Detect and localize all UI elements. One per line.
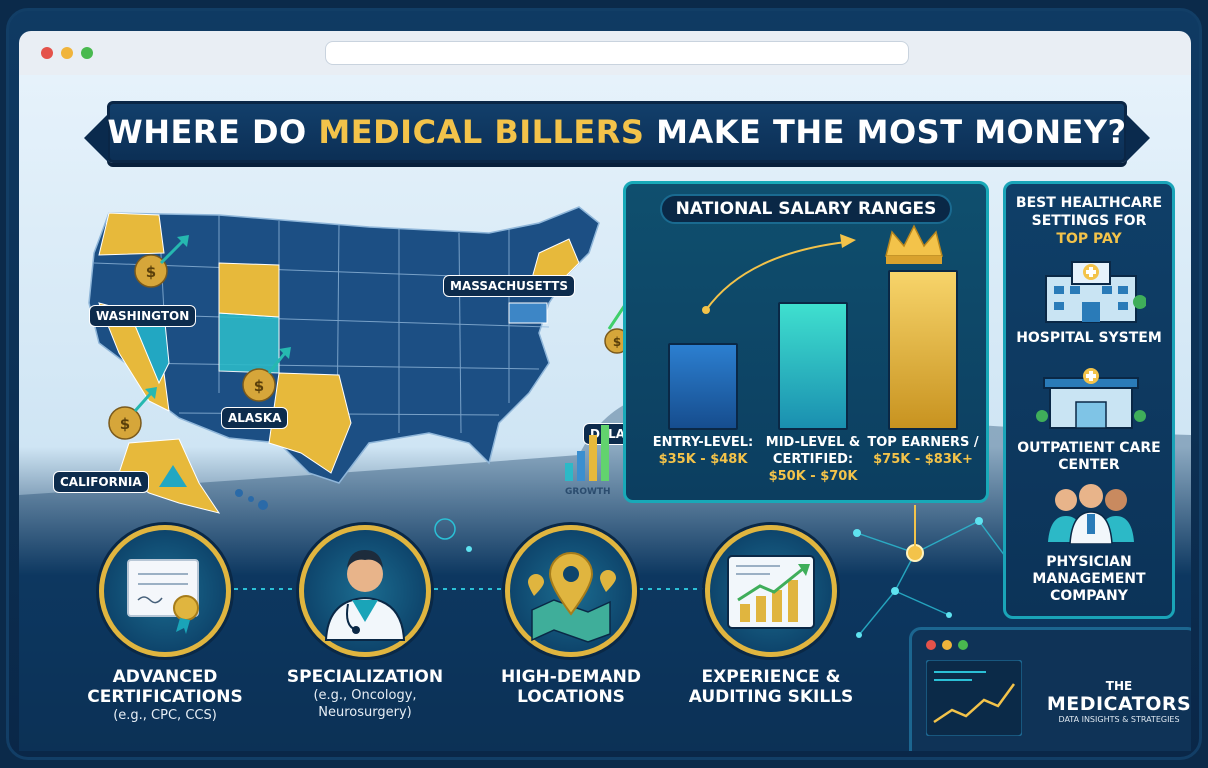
factor-certifications-title: ADVANCED CERTIFICATIONS (87, 667, 243, 707)
title-part-1: WHERE DO (107, 113, 319, 151)
svg-text:$: $ (254, 377, 264, 395)
factor-locations-title: HIGH-DEMAND LOCATIONS (501, 667, 641, 707)
hospital-icon (1045, 261, 1146, 323)
factor-specialization: SPECIALIZATION (e.g., Oncology, Neurosur… (265, 667, 465, 721)
factor-certifications: ADVANCED CERTIFICATIONS (e.g., CPC, CCS) (65, 667, 265, 724)
label-washington: WASHINGTON (89, 305, 197, 327)
title-banner: WHERE DO MEDICAL BILLERS MAKE THE MOST M… (84, 101, 1150, 163)
certificate-icon (127, 559, 199, 634)
brand-logo: THE MEDICATORS DATA INSIGHTS & STRATEGIE… (1039, 679, 1191, 724)
salary-bar-2 (778, 302, 848, 430)
clinic-icon (1036, 368, 1146, 429)
salary-tier-range: $50K - $70K (768, 469, 858, 484)
salary-label-2: MID-LEVEL & CERTIFIED: $50K - $70K (756, 434, 870, 485)
mini-dashboard (909, 627, 1191, 751)
infographic: WHERE DO MEDICAL BILLERS MAKE THE MOST M… (19, 75, 1191, 751)
salary-label-1: ENTRY-LEVEL: $35K - $48K (646, 434, 760, 468)
settings-panel: BEST HEALTHCARE SETTINGS FOR TOP PAY HOS… (1003, 181, 1175, 619)
dashboard-chart-icon (926, 660, 1022, 736)
minimize-window-button[interactable] (61, 47, 73, 59)
growth-label: GROWTH (565, 487, 611, 497)
dash-red-dot (926, 640, 936, 650)
specialization-circle (299, 525, 431, 657)
salary-chart (702, 224, 943, 314)
crown-icon (885, 224, 943, 264)
us-map-illustration: $ $ $ $ (88, 206, 630, 514)
close-window-button[interactable] (41, 47, 53, 59)
brand-the: THE (1105, 679, 1133, 693)
salary-bar-1 (668, 343, 738, 430)
brand-tagline: DATA INSIGHTS & STRATEGIES (1058, 715, 1180, 724)
factor-specialization-title: SPECIALIZATION (286, 667, 444, 687)
address-bar[interactable] (325, 41, 909, 65)
setting-physician-management: PHYSICIAN MANAGEMENT COMPANY (1032, 554, 1146, 604)
factor-specialization-sub: (e.g., Oncology, Neurosurgery) (313, 688, 417, 720)
salary-tier-name: TOP EARNERS / (867, 435, 979, 450)
factor-certifications-sub: (e.g., CPC, CCS) (113, 708, 217, 723)
experience-circle (705, 525, 837, 657)
factor-experience: EXPERIENCE & AUDITING SKILLS (671, 667, 871, 707)
dash-green-dot (958, 640, 968, 650)
money-bag-icon: $ (134, 235, 189, 288)
label-california: CALIFORNIA (53, 471, 149, 493)
growth-chart-icon (565, 425, 609, 481)
page-title: WHERE DO MEDICAL BILLERS MAKE THE MOST M… (107, 113, 1126, 151)
settings-title: BEST HEALTHCARE SETTINGS FOR TOP PAY (1006, 194, 1172, 248)
title-highlight: MEDICAL BILLERS (318, 113, 645, 151)
setting-hospital-system: HOSPITAL SYSTEM (1016, 330, 1162, 346)
settings-title-text: BEST HEALTHCARE SETTINGS FOR (1015, 195, 1163, 229)
salary-panel: NATIONAL SALARY RANGES ENTRY-LEVEL: $35K … (623, 181, 989, 503)
brand-name: MEDICATORS (1046, 693, 1191, 715)
us-map: $ $ $ $ (53, 193, 671, 523)
svg-text:$: $ (120, 415, 130, 433)
salary-panel-title: NATIONAL SALARY RANGES (660, 194, 952, 224)
browser-window: WHERE DO MEDICAL BILLERS MAKE THE MOST M… (6, 8, 1202, 760)
salary-tier-name: MID-LEVEL & CERTIFIED: (765, 435, 861, 467)
physicians-icon (1048, 484, 1134, 544)
factor-locations: HIGH-DEMAND LOCATIONS (471, 667, 671, 707)
label-alaska: ALASKA (221, 407, 289, 429)
certifications-circle (99, 525, 231, 657)
salary-tier-range: $35K - $48K (658, 452, 748, 467)
growth-chart-icon-2 (727, 555, 815, 629)
label-massachusetts: MASSACHUSETTS (443, 275, 575, 297)
factor-experience-title: EXPERIENCE & AUDITING SKILLS (688, 667, 854, 707)
doctor-icon (324, 550, 406, 641)
salary-label-3: TOP EARNERS / $75K - $83K+ (866, 434, 980, 468)
svg-text:$: $ (146, 263, 156, 281)
salary-tier-range: $75K - $83K+ (873, 452, 973, 467)
title-part-2: MAKE THE MOST MONEY? (644, 113, 1127, 151)
settings-title-highlight: TOP PAY (1056, 231, 1122, 247)
maximize-window-button[interactable] (81, 47, 93, 59)
factor-connector-lines (225, 588, 709, 590)
dash-yellow-dot (942, 640, 952, 650)
location-pin-icon (528, 552, 616, 643)
browser-chrome (19, 31, 1191, 75)
svg-text:$: $ (613, 335, 621, 349)
salary-bar-3 (888, 270, 958, 430)
setting-outpatient-care-center: OUTPATIENT CARE CENTER (1017, 440, 1161, 473)
locations-circle (505, 525, 637, 657)
salary-tier-name: ENTRY-LEVEL: (652, 435, 754, 450)
